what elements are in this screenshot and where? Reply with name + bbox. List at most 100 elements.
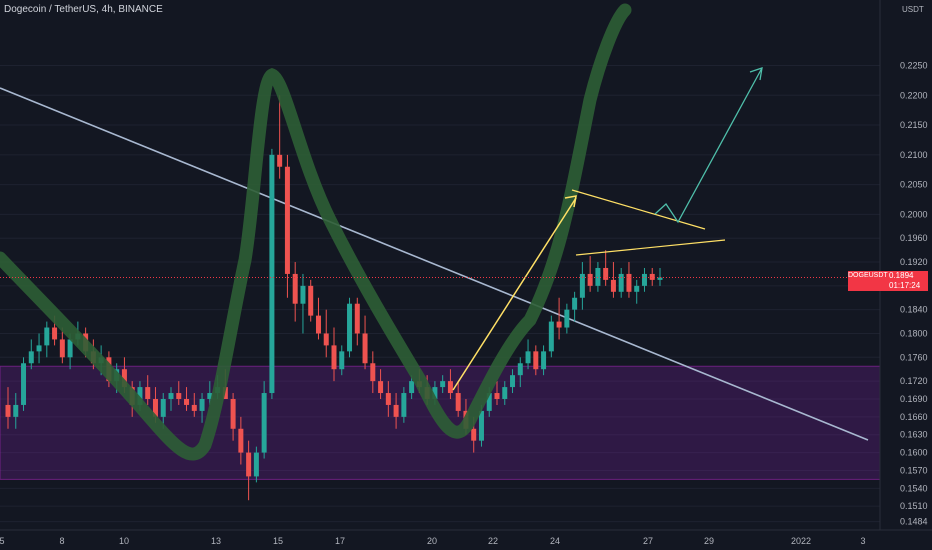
time-tick-label: 8 (59, 536, 64, 546)
candle-body (21, 363, 27, 405)
candle-body (277, 154, 283, 167)
candle-body (579, 273, 585, 298)
candle-body (121, 369, 127, 388)
candle-body (28, 351, 34, 364)
candle-body (67, 339, 73, 358)
price-tick-label: 0.1540 (900, 483, 928, 493)
candle-body (641, 273, 647, 286)
last-price: 0.1894 (889, 270, 914, 280)
candle-body (447, 381, 453, 394)
time-tick-label: 22 (488, 536, 498, 546)
candle-body (510, 375, 516, 388)
candle-body (331, 345, 337, 370)
candle-body (292, 273, 298, 304)
candle-body (657, 277, 663, 280)
candle-body (246, 452, 252, 477)
countdown: 01:17:24 (889, 280, 921, 290)
trend-line (0, 87, 869, 441)
price-tick-label: 0.1660 (900, 412, 928, 422)
candle-body (525, 351, 531, 364)
candle-body (284, 166, 290, 274)
candle-body (370, 363, 376, 382)
time-tick-label: 10 (119, 536, 129, 546)
candle-body (44, 327, 50, 346)
price-tick-label: 0.1600 (900, 448, 928, 458)
candle-body (184, 398, 190, 405)
candle-body (401, 393, 407, 417)
candle-body (556, 321, 562, 328)
candle-body (347, 303, 353, 352)
candle-body (137, 387, 143, 405)
triangle-lower-line (575, 239, 726, 256)
candle-body (618, 273, 624, 292)
candle-body (517, 363, 523, 376)
candle-body (5, 404, 11, 417)
projection-arrowhead (749, 67, 763, 81)
candle-body (176, 393, 182, 399)
price-tick-label: 0.2100 (900, 150, 928, 160)
candle-body (354, 303, 360, 334)
breakout-arrow (452, 197, 577, 391)
candle-body (36, 345, 42, 352)
price-tick-label: 0.2250 (900, 61, 928, 71)
candle-body (168, 393, 174, 399)
candle-body (152, 398, 158, 417)
candle-body (634, 285, 640, 292)
candle-body (253, 452, 259, 477)
candle-body (160, 398, 166, 417)
price-tick-label: 0.1960 (900, 233, 928, 243)
time-tick-label: 17 (335, 536, 345, 546)
candle-body (339, 351, 345, 370)
price-tick-label: 0.2150 (900, 120, 928, 130)
price-tick-label: 0.1920 (900, 257, 928, 267)
candle-body (323, 333, 329, 346)
projection-arrow (654, 67, 763, 224)
price-tick-label: 0.2050 (900, 180, 928, 190)
time-tick-label: 27 (643, 536, 653, 546)
candle-body (13, 404, 19, 417)
candle-body (207, 393, 213, 399)
hand-drawn-trend-curve (0, 3, 632, 461)
candle-body (494, 393, 500, 399)
candle-body (230, 398, 236, 429)
time-tick-label: 2022 (791, 536, 811, 546)
candle-body (455, 393, 461, 411)
candle-body (595, 267, 601, 286)
price-tick-label: 0.2200 (900, 90, 928, 100)
candle-body (362, 333, 368, 364)
price-tick-label: 0.1510 (900, 501, 928, 511)
candle-body (222, 387, 228, 399)
candle-body (564, 309, 570, 328)
candle-body (432, 387, 438, 399)
price-tick-label: 0.2000 (900, 209, 928, 219)
candle-body (603, 267, 609, 280)
candle-body (52, 327, 58, 340)
breakout-arrowhead (564, 195, 577, 208)
candle-body (378, 381, 384, 394)
time-tick-label: 24 (550, 536, 560, 546)
time-tick-label: 5 (0, 536, 5, 546)
candle-body (269, 154, 275, 394)
price-tick-label: 0.1840 (900, 305, 928, 315)
time-tick-label: 29 (704, 536, 714, 546)
candle-body (385, 393, 391, 405)
time-tick-label: 15 (273, 536, 283, 546)
candle-body (440, 381, 446, 388)
candle-body (315, 315, 321, 334)
candle-body (471, 428, 477, 441)
candle-body (533, 351, 539, 370)
candle-body (300, 285, 306, 304)
price-tick-label: 0.1570 (900, 465, 928, 475)
candle-body (199, 398, 205, 411)
candle-body (587, 273, 593, 286)
price-tick-label: 0.1690 (900, 394, 928, 404)
candle-body (572, 297, 578, 310)
candle-body (191, 404, 197, 411)
candle-body (502, 387, 508, 399)
candle-body (626, 273, 632, 292)
time-tick-label: 13 (211, 536, 221, 546)
time-tick-label: 3 (860, 536, 865, 546)
candle-body (261, 393, 267, 453)
